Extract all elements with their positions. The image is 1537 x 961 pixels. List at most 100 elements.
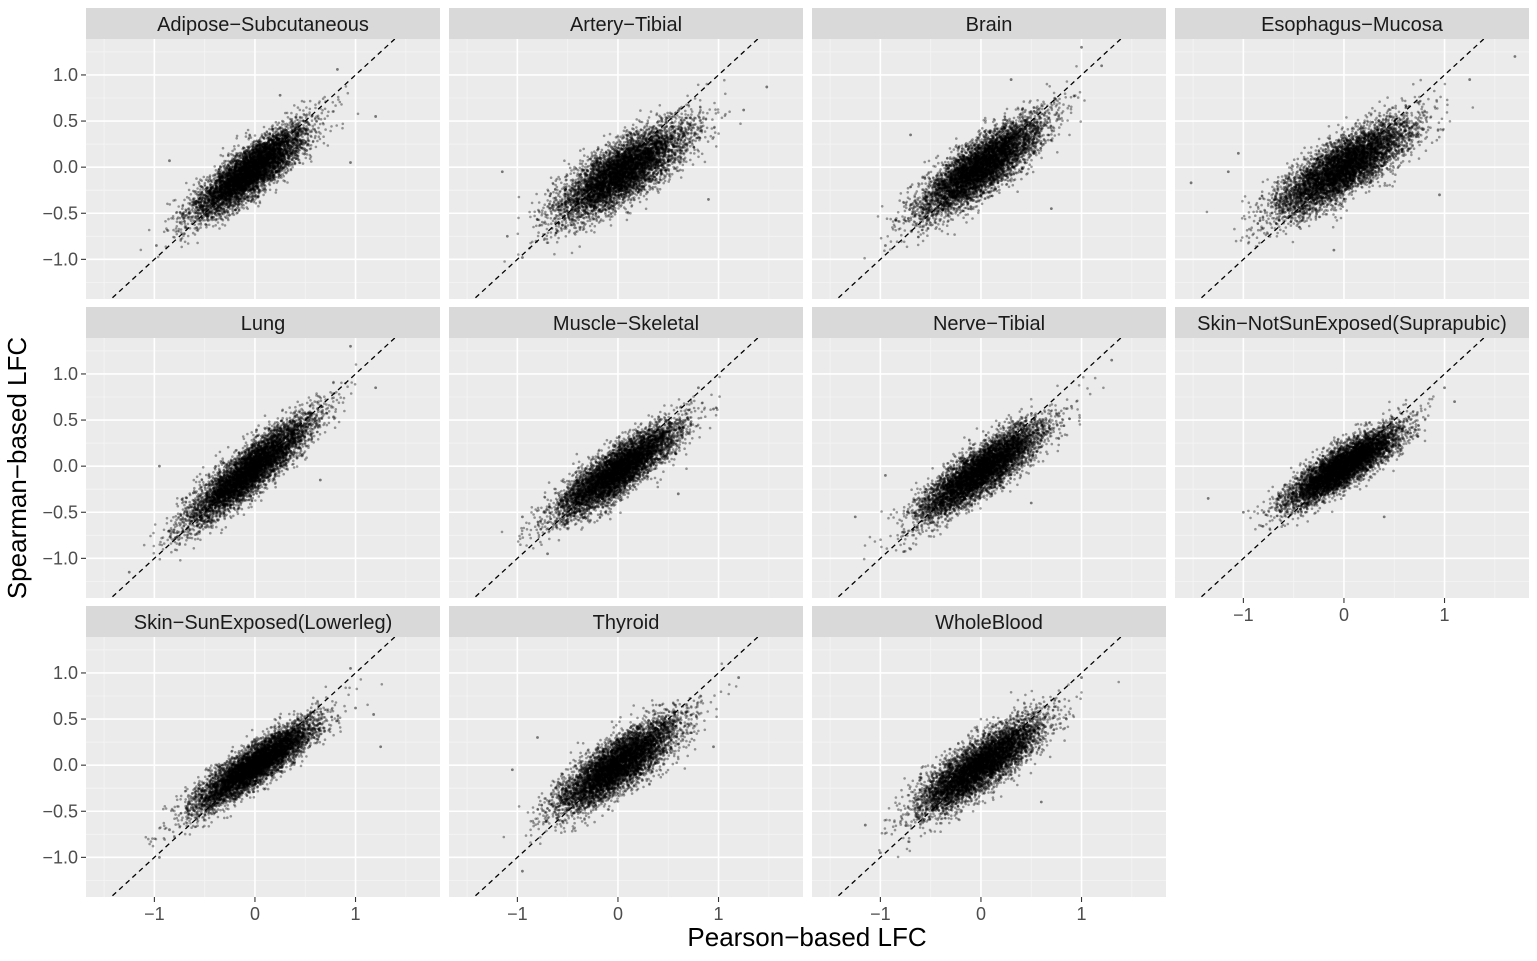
scatter-point: [188, 189, 191, 192]
scatter-point: [173, 236, 176, 239]
scatter-point: [189, 199, 192, 202]
scatter-point: [250, 143, 253, 146]
scatter-point: [315, 146, 318, 149]
scatter-point: [301, 100, 304, 103]
scatter-point: [213, 165, 216, 168]
scatter-point: [222, 219, 225, 222]
scatter-point: [305, 125, 308, 128]
scatter-point: [217, 221, 220, 224]
scatter-point: [209, 176, 212, 179]
scatter-point: [247, 129, 250, 132]
scatter-point: [310, 129, 313, 132]
scatter-point: [319, 123, 322, 126]
scatter-point: [255, 202, 258, 205]
scatter-point: [287, 116, 290, 119]
scatter-point: [285, 125, 288, 128]
scatter-point: [183, 232, 186, 235]
scatter-point: [209, 183, 212, 186]
scatter-point: [242, 204, 245, 207]
scatter-point: [195, 177, 198, 180]
scatter-point: [195, 211, 198, 214]
scatter-point: [315, 130, 318, 133]
scatter-point: [321, 109, 324, 112]
scatter-point: [299, 109, 302, 112]
scatter-point: [196, 187, 199, 190]
scatter-point: [245, 193, 248, 196]
scatter-point: [179, 211, 182, 214]
scatter-point: [206, 176, 209, 179]
scatter-point: [231, 150, 234, 153]
scatter-point: [176, 225, 179, 228]
scatter-point: [332, 101, 335, 104]
scatter-point: [188, 216, 191, 219]
scatter-point: [212, 225, 215, 228]
scatter-point: [253, 141, 256, 144]
scatter-point: [314, 103, 317, 106]
scatter-point: [192, 207, 195, 210]
scatter-point: [203, 176, 206, 179]
scatter-point: [303, 101, 306, 104]
scatter-point: [207, 220, 210, 223]
scatter-point: [330, 125, 333, 128]
scatter-point: [257, 196, 260, 199]
scatter-point: [357, 113, 360, 116]
scatter-point: [218, 227, 221, 230]
scatter-point: [175, 211, 178, 214]
scatter-point: [236, 135, 239, 138]
scatter-point: [205, 226, 208, 229]
scatter-point: [180, 246, 183, 249]
scatter-point: [295, 113, 298, 116]
scatter-point: [187, 223, 190, 226]
scatter-point: [221, 223, 224, 226]
scatter-point: [223, 211, 226, 214]
scatter-point: [214, 212, 217, 215]
scatter-point: [322, 135, 325, 138]
scatter-point: [184, 208, 187, 211]
scatter-point: [302, 124, 305, 127]
scatter-point: [337, 98, 340, 101]
scatter-point: [241, 193, 244, 196]
scatter-point: [308, 140, 311, 143]
scatter-point: [308, 111, 311, 114]
scatter-point: [302, 109, 305, 112]
scatter-point: [199, 188, 202, 191]
scatter-point: [335, 124, 338, 127]
scatter-point: [289, 126, 292, 129]
scatter-point: [271, 128, 274, 131]
scatter-point: [195, 207, 198, 210]
scatter-point: [307, 137, 310, 140]
scatter-point: [314, 123, 317, 126]
scatter-point: [271, 124, 274, 127]
scatter-point: [180, 228, 183, 231]
scatter-point: [166, 229, 169, 232]
scatter-point: [241, 201, 244, 204]
scatter-point: [186, 214, 189, 217]
scatter-point: [317, 117, 320, 120]
scatter-point: [249, 146, 252, 149]
scatter-point: [305, 113, 308, 116]
scatter-point: [254, 134, 257, 137]
scatter-point: [176, 220, 179, 223]
scatter-point: [316, 140, 319, 143]
scatter-point: [303, 149, 306, 152]
scatter-point: [236, 211, 239, 214]
scatter-point: [148, 229, 151, 232]
scatter-point: [208, 224, 211, 227]
scatter-point: [176, 233, 179, 236]
scatter-point: [257, 205, 260, 208]
scatter-point: [201, 217, 204, 220]
scatter-point: [195, 216, 198, 219]
scatter-point: [241, 206, 244, 209]
scatter-point: [329, 130, 332, 133]
scatter-point: [179, 239, 182, 242]
scatter-point: [212, 216, 215, 219]
scatter-point: [163, 231, 166, 234]
scatter-point: [239, 154, 242, 157]
scatter-point: [172, 199, 175, 202]
scatter-point: [198, 183, 201, 186]
scatter-point: [196, 242, 199, 245]
scatter-point: [306, 149, 309, 152]
scatter-point: [232, 161, 235, 164]
scatter-point: [320, 118, 323, 121]
